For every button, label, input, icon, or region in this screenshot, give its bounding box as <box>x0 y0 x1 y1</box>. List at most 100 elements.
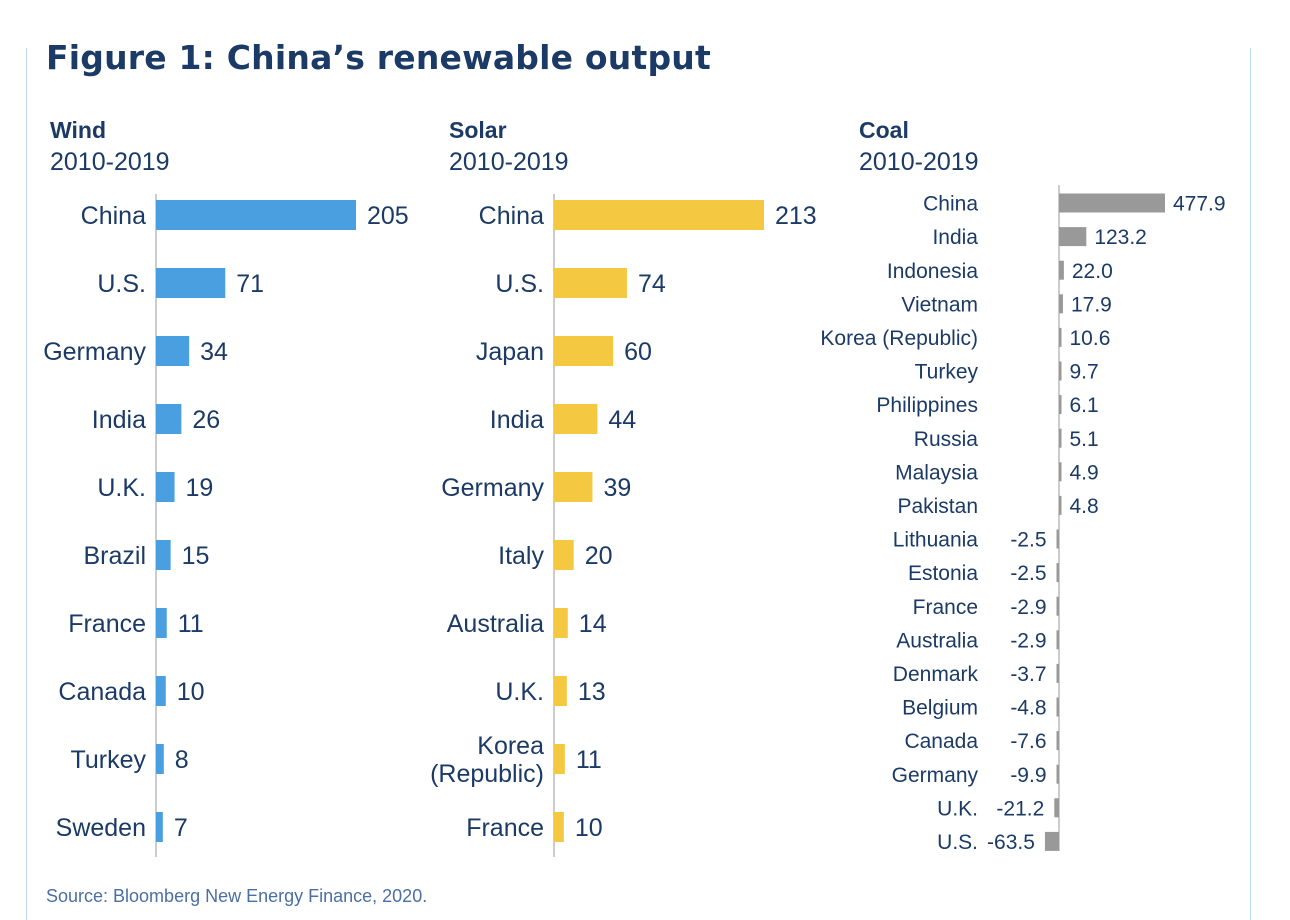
coal-chart-title: Coal <box>859 117 909 143</box>
coal-category-label-india: India <box>932 226 978 249</box>
wind-bar-canada <box>156 676 166 706</box>
solar-value-label-france: 10 <box>575 814 603 842</box>
wind-value-label-germany: 34 <box>200 338 228 366</box>
coal-category-label-lithuania: Lithuania <box>893 529 979 552</box>
coal-category-label-pakistan: Pakistan <box>897 495 978 518</box>
wind-category-label-brazil: Brazil <box>83 542 146 570</box>
coal-value-label-indonesia: 22.0 <box>1072 260 1113 283</box>
solar-value-label-korea-republic: 11 <box>576 746 602 774</box>
wind-value-label-india: 26 <box>192 406 220 434</box>
coal-category-label-estonia: Estonia <box>908 562 978 585</box>
coal-bar-indonesia <box>1059 260 1064 280</box>
solar-value-label-germany: 39 <box>603 474 631 502</box>
coal-value-label-turkey: 9.7 <box>1070 361 1099 384</box>
coal-value-label-belgium: -4.8 <box>1010 697 1046 720</box>
solar-bar-u-s <box>554 268 627 298</box>
coal-bar-philippines <box>1059 395 1062 415</box>
wind-category-label-india: India <box>92 406 146 434</box>
wind-value-label-u-s: 71 <box>236 270 264 298</box>
wind-bar-u-k <box>156 472 175 502</box>
coal-value-label-china: 477.9 <box>1173 193 1226 216</box>
coal-value-label-u-k: -21.2 <box>996 797 1044 820</box>
solar-chart-subtitle: 2010-2019 <box>449 148 569 176</box>
coal-bar-china <box>1059 193 1165 213</box>
coal-value-label-lithuania: -2.5 <box>1010 529 1046 552</box>
wind-value-label-u-k: 19 <box>186 474 214 502</box>
solar-category-label-korea-republic-line2: (Republic) <box>430 760 544 788</box>
wind-bar-india <box>156 404 182 434</box>
coal-category-label-australia: Australia <box>896 629 978 652</box>
solar-value-label-australia: 14 <box>579 610 607 638</box>
wind-category-label-sweden: Sweden <box>56 814 146 842</box>
wind-bar-turkey <box>156 744 164 774</box>
wind-bar-france <box>156 608 167 638</box>
solar-category-label-germany: Germany <box>441 474 544 502</box>
coal-category-label-germany: Germany <box>892 764 979 787</box>
wind-category-label-u-s: U.S. <box>97 270 146 298</box>
frame-left-line <box>26 48 27 920</box>
solar-bar-india <box>554 404 598 434</box>
solar-chart-title: Solar <box>449 117 507 143</box>
solar-category-label-u-k: U.K. <box>495 678 544 706</box>
coal-bar-u-s <box>1044 831 1059 851</box>
coal-category-label-france: France <box>913 596 978 619</box>
coal-bar-russia <box>1059 428 1062 448</box>
wind-value-label-sweden: 7 <box>174 814 188 842</box>
coal-bar-india <box>1059 227 1087 247</box>
coal-bar-pakistan <box>1059 495 1062 515</box>
wind-bar-u-s <box>156 268 226 298</box>
coal-value-label-korea-republic: 10.6 <box>1070 327 1111 350</box>
solar-value-label-india: 44 <box>608 406 636 434</box>
coal-value-label-france: -2.9 <box>1010 596 1046 619</box>
solar-bar-australia <box>554 608 568 638</box>
wind-category-label-u-k: U.K. <box>97 474 146 502</box>
coal-value-label-russia: 5.1 <box>1070 428 1099 451</box>
wind-bar-germany <box>156 336 190 366</box>
solar-category-label-australia: Australia <box>447 610 544 638</box>
source-note: Source: Bloomberg New Energy Finance, 20… <box>46 886 428 906</box>
coal-category-label-indonesia: Indonesia <box>887 260 978 283</box>
coal-category-label-china: China <box>923 193 978 216</box>
coal-value-label-estonia: -2.5 <box>1010 562 1046 585</box>
solar-value-label-u-k: 13 <box>578 678 606 706</box>
wind-value-label-china: 205 <box>367 202 409 230</box>
coal-bar-turkey <box>1059 361 1062 381</box>
wind-category-label-china: China <box>81 202 146 230</box>
solar-value-label-italy: 20 <box>585 542 613 570</box>
coal-chart-subtitle: 2010-2019 <box>859 148 979 176</box>
coal-bar-france <box>1056 596 1059 616</box>
figure-title: Figure 1: China’s renewable output <box>46 38 711 77</box>
coal-bar-denmark <box>1056 663 1059 683</box>
coal-bar-belgium <box>1056 697 1059 717</box>
coal-category-label-denmark: Denmark <box>893 663 979 686</box>
wind-value-label-canada: 10 <box>177 678 205 706</box>
wind-chart-subtitle: 2010-2019 <box>50 148 170 176</box>
wind-bar-brazil <box>156 540 171 570</box>
coal-bar-germany <box>1056 764 1059 784</box>
coal-category-label-vietnam: Vietnam <box>901 293 978 316</box>
wind-chart-title: Wind <box>50 117 106 143</box>
coal-value-label-canada: -7.6 <box>1010 730 1046 753</box>
wind-category-label-canada: Canada <box>58 678 146 706</box>
coal-category-label-canada: Canada <box>904 730 978 753</box>
coal-category-label-russia: Russia <box>914 428 979 451</box>
solar-value-label-japan: 60 <box>624 338 652 366</box>
coal-category-label-turkey: Turkey <box>915 361 979 384</box>
solar-category-label-china: China <box>479 202 544 230</box>
solar-value-label-china: 213 <box>775 202 817 230</box>
coal-bar-lithuania <box>1056 529 1059 549</box>
solar-bar-italy <box>554 540 574 570</box>
frame-right-line <box>1250 48 1251 920</box>
coal-category-label-u-k: U.K. <box>937 797 978 820</box>
coal-bar-australia <box>1056 630 1059 650</box>
coal-value-label-india: 123.2 <box>1094 226 1147 249</box>
wind-category-label-france: France <box>68 610 146 638</box>
coal-value-label-malaysia: 4.9 <box>1070 461 1099 484</box>
coal-category-label-korea-republic: Korea (Republic) <box>820 327 978 350</box>
solar-bar-japan <box>554 336 614 366</box>
wind-value-label-turkey: 8 <box>175 746 189 774</box>
wind-value-label-france: 11 <box>178 610 204 638</box>
solar-category-label-france: France <box>466 814 544 842</box>
solar-bar-korea-republic <box>554 744 565 774</box>
